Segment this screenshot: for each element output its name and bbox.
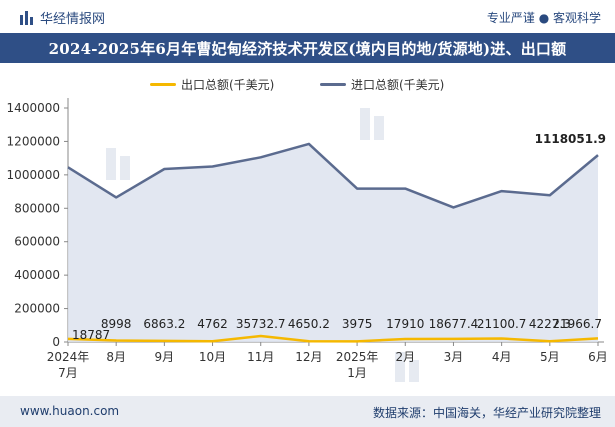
- export-data-label: 17910: [386, 317, 424, 331]
- x-tick-label: 8月: [106, 350, 126, 364]
- y-tick-label: 1000000: [7, 168, 60, 182]
- export-data-label: 21966.7: [552, 317, 602, 331]
- axes: 0 200000 400000 600000 800000 1000000 1200000 1…: [7, 98, 608, 380]
- legend-label-export: 出口总额(千美元): [181, 78, 275, 92]
- x-tick-label: 2024年 7月: [47, 350, 90, 380]
- y-tick-label: 200000: [14, 302, 60, 316]
- watermark-logo-left: [106, 148, 116, 180]
- import-end-label: 1118051.9: [535, 132, 606, 146]
- x-tick-label: 3月: [444, 350, 464, 364]
- export-data-label: 3975: [342, 317, 373, 331]
- legend-item-import[interactable]: 进口总额(千美元): [320, 76, 444, 93]
- title-bar: 2024-2025年6月年曹妃甸经济技术开发区(境内目的地/货源地)进、出口额: [0, 33, 615, 63]
- legend-swatch-export: [150, 83, 176, 86]
- footer-url[interactable]: www.huaon.com: [20, 404, 120, 418]
- import-area: [68, 143, 598, 342]
- x-tick-label: 2025年 1月: [336, 350, 379, 380]
- x-tick-label: 11月: [247, 350, 274, 364]
- footer: www.huaon.com 数据来源：中国海关，华经产业研究院整理: [0, 396, 615, 427]
- x-tick-label: 5月: [540, 350, 560, 364]
- y-tick-label: 1400000: [7, 101, 60, 115]
- bar-chart-logo-icon: [20, 10, 33, 25]
- y-tick-label: 0: [52, 335, 60, 349]
- chart-legend: 出口总额(千美元) 进口总额(千美元): [0, 76, 615, 94]
- brand[interactable]: 华经情报网: [20, 8, 105, 27]
- x-tick-label: 12月: [295, 350, 322, 364]
- export-data-label: 4650.2: [288, 317, 330, 331]
- export-data-label: 8998: [101, 317, 132, 331]
- watermarks: [106, 108, 419, 382]
- import-line: [67, 142, 599, 209]
- export-data-label: 4762: [197, 317, 228, 331]
- watermark-logo-mid: [360, 108, 370, 140]
- export-data-label: 4227.3: [529, 317, 571, 331]
- legend-swatch-import: [320, 83, 346, 86]
- legend-item-export[interactable]: 出口总额(千美元): [150, 76, 274, 93]
- import-area-layer: [68, 143, 598, 342]
- legend-label-import: 进口总额(千美元): [351, 78, 445, 92]
- export-data-label: 6863.2: [143, 317, 185, 331]
- y-tick-label: 600000: [14, 235, 60, 249]
- chart-title: 2024-2025年6月年曹妃甸经济技术开发区(境内目的地/货源地)进、出口额: [48, 40, 567, 58]
- footer-source: 数据来源：中国海关，华经产业研究院整理: [372, 406, 601, 420]
- x-tick-label: 2月: [395, 350, 415, 364]
- y-tick-label: 800000: [14, 201, 60, 215]
- top-bar: 华经情报网 专业严谨 ● 客观科学: [0, 0, 615, 33]
- export-data-label: 18677.4: [429, 317, 479, 331]
- site-name: 华经情报网: [40, 12, 106, 27]
- y-tick-label: 400000: [14, 268, 60, 282]
- x-tick-label: 10月: [199, 350, 226, 364]
- export-line: [67, 334, 599, 343]
- x-tick-label: 6月: [588, 350, 608, 364]
- export-data-label: 18787: [72, 328, 110, 342]
- y-tick-label: 1200000: [7, 134, 60, 148]
- export-data-label: 21100.7: [477, 317, 527, 331]
- export-data-label: 35732.7: [236, 317, 286, 331]
- x-tick-label: 4月: [492, 350, 512, 364]
- watermark-logo-bottom: [395, 352, 405, 382]
- x-tick-label: 9月: [155, 350, 175, 364]
- tagline: 专业严谨 ● 客观科学: [486, 11, 601, 25]
- line-layer: [67, 142, 599, 343]
